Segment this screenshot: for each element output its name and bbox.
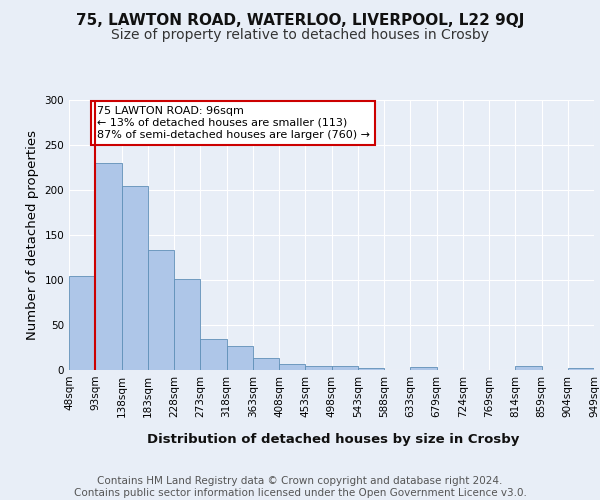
Bar [69,276,95,370]
Bar [174,279,200,370]
Bar [568,368,594,370]
Text: 75, LAWTON ROAD, WATERLOO, LIVERPOOL, L22 9QJ: 75, LAWTON ROAD, WATERLOO, LIVERPOOL, L2… [76,12,524,28]
Text: Distribution of detached houses by size in Crosby: Distribution of detached houses by size … [147,432,519,446]
Bar [331,366,358,370]
Bar [515,366,542,370]
Bar [121,186,148,370]
Text: Contains HM Land Registry data © Crown copyright and database right 2024.
Contai: Contains HM Land Registry data © Crown c… [74,476,526,498]
Bar [279,364,305,370]
Bar [358,368,384,370]
Text: 75 LAWTON ROAD: 96sqm
← 13% of detached houses are smaller (113)
87% of semi-det: 75 LAWTON ROAD: 96sqm ← 13% of detached … [97,106,370,140]
Bar [200,338,227,370]
Text: Size of property relative to detached houses in Crosby: Size of property relative to detached ho… [111,28,489,42]
Bar [95,163,121,370]
Y-axis label: Number of detached properties: Number of detached properties [26,130,39,340]
Bar [410,368,437,370]
Bar [148,250,174,370]
Bar [227,346,253,370]
Bar [253,358,279,370]
Bar [305,366,331,370]
